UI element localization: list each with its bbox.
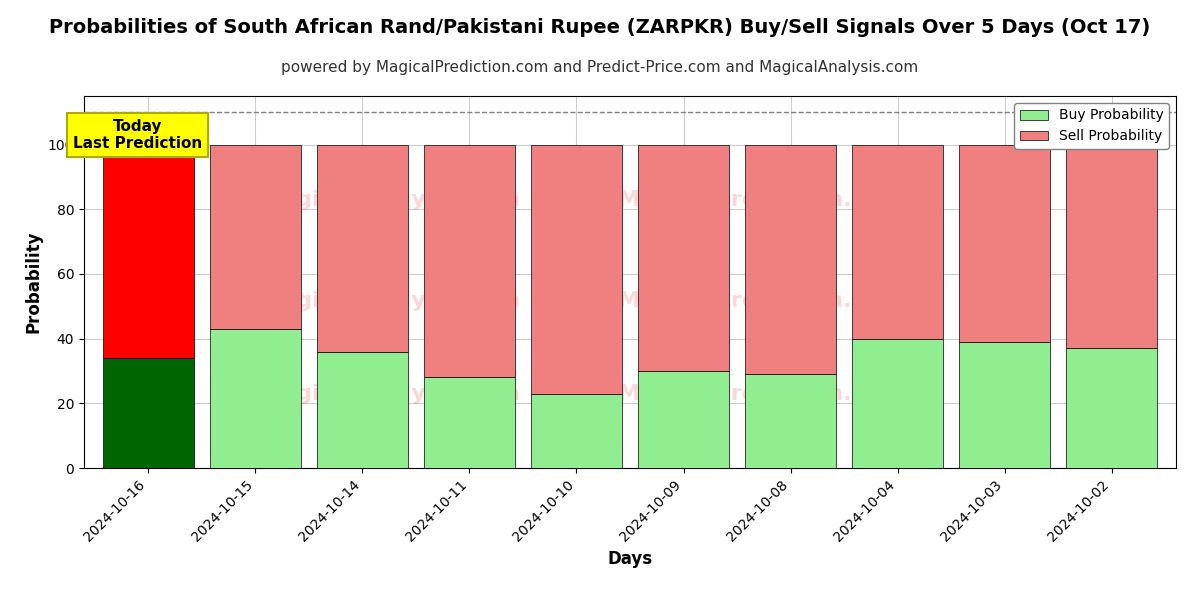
Bar [852,145,943,338]
Text: Today
Last Prediction: Today Last Prediction [73,119,202,151]
Bar [1067,349,1157,468]
Text: MagicalAnalysis.com: MagicalAnalysis.com [259,383,521,404]
X-axis label: Days: Days [607,550,653,568]
Bar [959,342,1050,468]
Bar [959,145,1050,342]
Text: MagicalAnalysis.com: MagicalAnalysis.com [259,290,521,311]
Y-axis label: Probability: Probability [24,231,42,333]
Text: MagicalAnalysis.com: MagicalAnalysis.com [259,190,521,210]
Bar [530,394,622,468]
Bar [103,358,193,468]
Bar [745,145,836,374]
Bar [103,145,193,358]
Bar [317,352,408,468]
Text: powered by MagicalPrediction.com and Predict-Price.com and MagicalAnalysis.com: powered by MagicalPrediction.com and Pre… [281,60,919,75]
Bar [317,145,408,352]
Bar [424,145,515,377]
Bar [530,145,622,394]
Text: MagicalPrediction.com: MagicalPrediction.com [618,190,904,210]
Bar [210,145,301,329]
Bar [638,145,730,371]
Text: MagicalPrediction.com: MagicalPrediction.com [618,290,904,311]
Bar [210,329,301,468]
Bar [1067,145,1157,349]
Text: Probabilities of South African Rand/Pakistani Rupee (ZARPKR) Buy/Sell Signals Ov: Probabilities of South African Rand/Paki… [49,18,1151,37]
Text: MagicalPrediction.com: MagicalPrediction.com [618,383,904,404]
Legend: Buy Probability, Sell Probability: Buy Probability, Sell Probability [1014,103,1169,149]
Bar [745,374,836,468]
Bar [852,338,943,468]
Bar [638,371,730,468]
Bar [424,377,515,468]
